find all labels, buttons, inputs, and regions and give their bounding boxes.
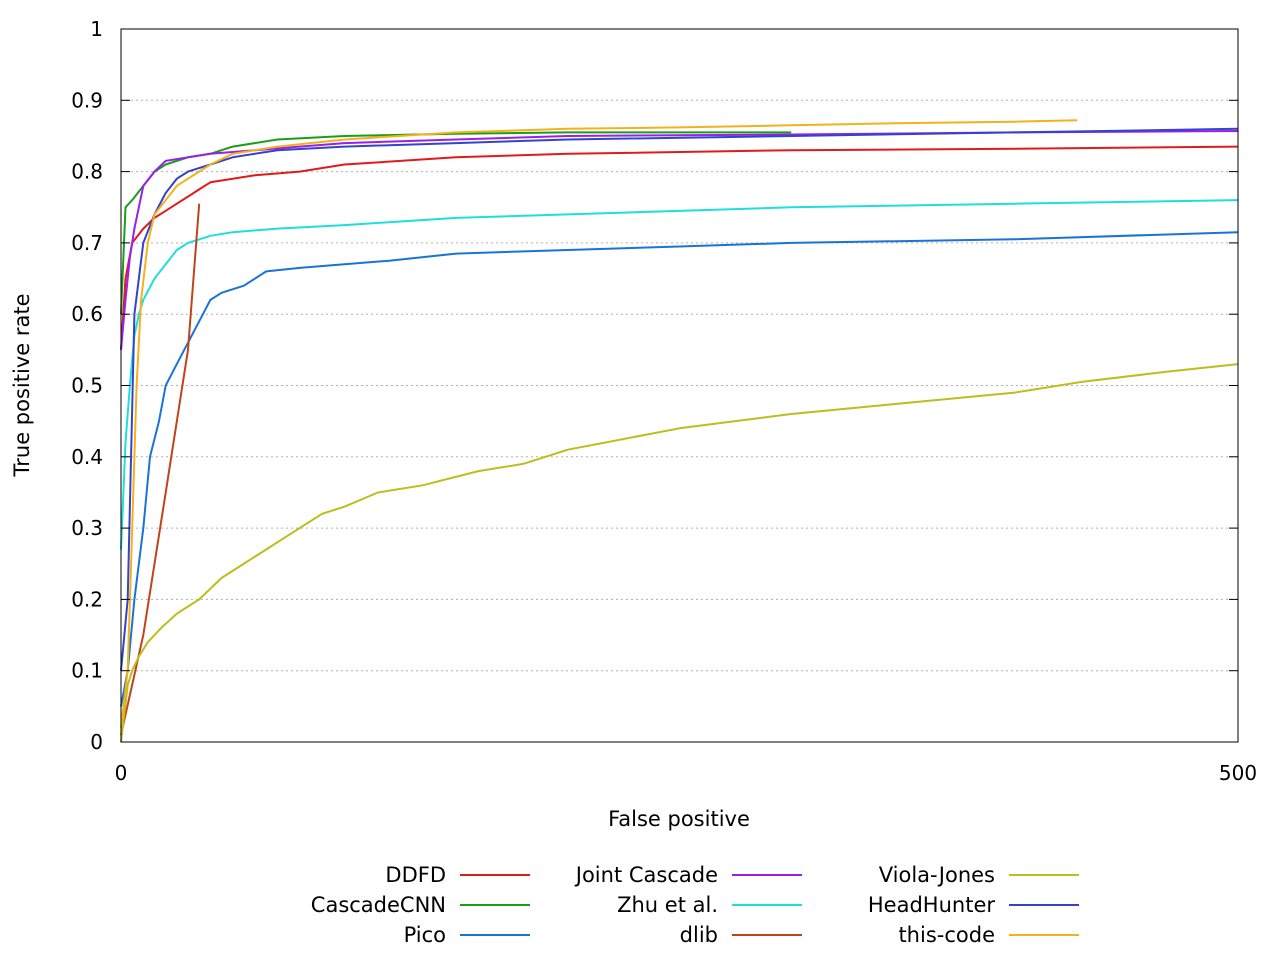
x-tick-label: 0 bbox=[115, 761, 128, 785]
y-tick-label: 0.5 bbox=[71, 374, 103, 398]
x-axis-ticks: 0 500 bbox=[115, 29, 1257, 785]
legend-label: Pico bbox=[404, 923, 446, 947]
series-line-9 bbox=[120, 119, 1078, 728]
y-axis-ticks: 0 0.1 0.2 0.3 0.4 0.5 0.6 0.7 0.8 0.9 1 bbox=[71, 17, 1238, 754]
legend-label: this-code bbox=[898, 923, 995, 947]
y-tick-label: 0.2 bbox=[71, 587, 103, 611]
legend-label: DDFD bbox=[385, 863, 446, 887]
y-tick-label: 0.4 bbox=[71, 445, 103, 469]
y-tick-label: 0.1 bbox=[71, 659, 103, 683]
series-line-5 bbox=[120, 199, 1239, 550]
legend-label: Viola-Jones bbox=[879, 863, 995, 887]
series-line-6 bbox=[120, 203, 201, 736]
y-tick-label: 1 bbox=[90, 17, 103, 41]
series-lines bbox=[120, 119, 1239, 743]
y-axis-label: True positive rate bbox=[10, 294, 34, 478]
y-tick-label: 0.6 bbox=[71, 302, 103, 326]
y-tick-label: 0 bbox=[90, 730, 103, 754]
y-tick-label: 0.7 bbox=[71, 231, 103, 255]
x-tick-label: 500 bbox=[1219, 761, 1257, 785]
series-line-7 bbox=[120, 363, 1239, 743]
legend-label: Joint Cascade bbox=[574, 863, 718, 887]
series-line-3 bbox=[120, 231, 1239, 707]
legend-label: dlib bbox=[680, 923, 718, 947]
series-line-1 bbox=[120, 145, 1239, 350]
legend-label: Zhu et al. bbox=[617, 893, 718, 917]
series-line-4 bbox=[120, 130, 1239, 350]
grid-lines bbox=[121, 99, 1238, 672]
y-tick-label: 0.3 bbox=[71, 516, 103, 540]
y-tick-label: 0.8 bbox=[71, 160, 103, 184]
x-axis-label: False positive bbox=[608, 807, 750, 831]
legend: DDFD CascadeCNN Pico Joint Cascade Zhu et al… bbox=[311, 863, 1079, 947]
legend-label: CascadeCNN bbox=[311, 893, 446, 917]
legend-label: HeadHunter bbox=[868, 893, 995, 917]
y-tick-label: 0.9 bbox=[71, 88, 103, 112]
